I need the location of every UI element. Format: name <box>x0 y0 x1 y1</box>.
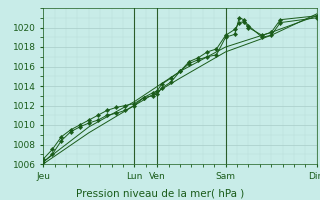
Text: Pression niveau de la mer( hPa ): Pression niveau de la mer( hPa ) <box>76 188 244 198</box>
